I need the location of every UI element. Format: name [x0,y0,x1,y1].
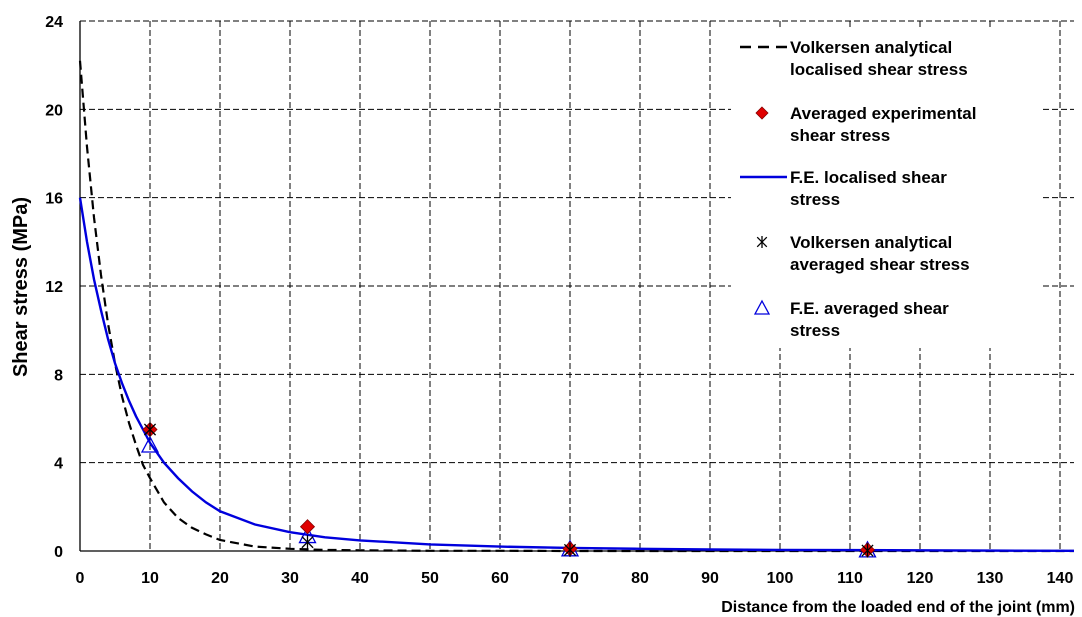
x-tick-label: 50 [421,570,439,587]
x-tick-label: 130 [977,570,1004,587]
legend-label-line2: stress [790,190,840,209]
data-point-triangle [140,435,160,453]
y-tick-label: 4 [54,456,63,473]
legend-label-line2: averaged shear stress [790,255,970,274]
y-tick-label: 8 [54,367,63,384]
asterisk-stroke [563,543,577,556]
y-tick-label: 16 [45,191,63,208]
asterisk-stroke [756,236,768,248]
asterisk-stroke [861,544,874,557]
legend: Volkersen analytical localised shear stre… [731,28,1042,348]
data-point-asterisk [143,422,157,437]
legend-label-line1: Volkersen analytical [790,38,952,57]
x-tick-label: 140 [1047,570,1074,587]
x-tick-label: 20 [211,570,229,587]
legend-symbol-triangle [753,299,771,315]
y-tick-label: 24 [45,14,63,31]
data-point-asterisk [301,535,314,550]
x-tick-label: 0 [76,570,85,587]
legend-box [731,28,1042,348]
x-axis-title: Distance from the loaded end of the join… [721,599,1075,616]
legend-label-line1: F.E. averaged shear [790,299,949,318]
legend-label-line2: stress [790,321,840,340]
y-tick-label: 20 [45,102,63,119]
y-axis-title: Shear stress (MPa) [10,197,32,377]
x-tick-label: 80 [631,570,649,587]
data-point-asterisk [861,543,874,558]
legend-label-line2: shear stress [790,126,890,145]
asterisk-stroke [301,536,314,549]
series-line-0 [78,60,1074,553]
tick-labels: 0 10 20 30 40 50 60 70 80 90 100 110 120 130 140 0 4 8 12 1… [45,14,1073,587]
x-tick-label: 10 [141,570,159,587]
series-line-2 [78,197,1075,552]
legend-symbol-diamond [755,106,769,120]
y-tick-label: 0 [54,544,63,561]
data-point-diamond [299,519,316,535]
x-tick-label: 100 [767,570,794,587]
x-tick-label: 70 [561,570,579,587]
grid-layer [80,20,1074,551]
asterisk-stroke [143,423,157,436]
x-tick-label: 110 [837,570,863,587]
series-layer [78,60,1075,558]
x-tick-label: 90 [701,570,719,587]
x-tick-label: 60 [491,570,509,587]
legend-label-line1: Volkersen analytical [790,233,952,252]
x-tick-label: 30 [281,570,299,587]
legend-symbol-asterisk [756,236,768,248]
legend-label-line1: F.E. localised shear [790,168,947,187]
y-tick-label: 12 [45,279,63,296]
legend-label-line1: Averaged experimental [790,104,976,123]
data-point-asterisk [563,542,577,557]
x-tick-label: 40 [351,570,369,587]
legend-label-line2: localised shear stress [790,60,968,79]
x-tick-label: 120 [907,570,934,587]
